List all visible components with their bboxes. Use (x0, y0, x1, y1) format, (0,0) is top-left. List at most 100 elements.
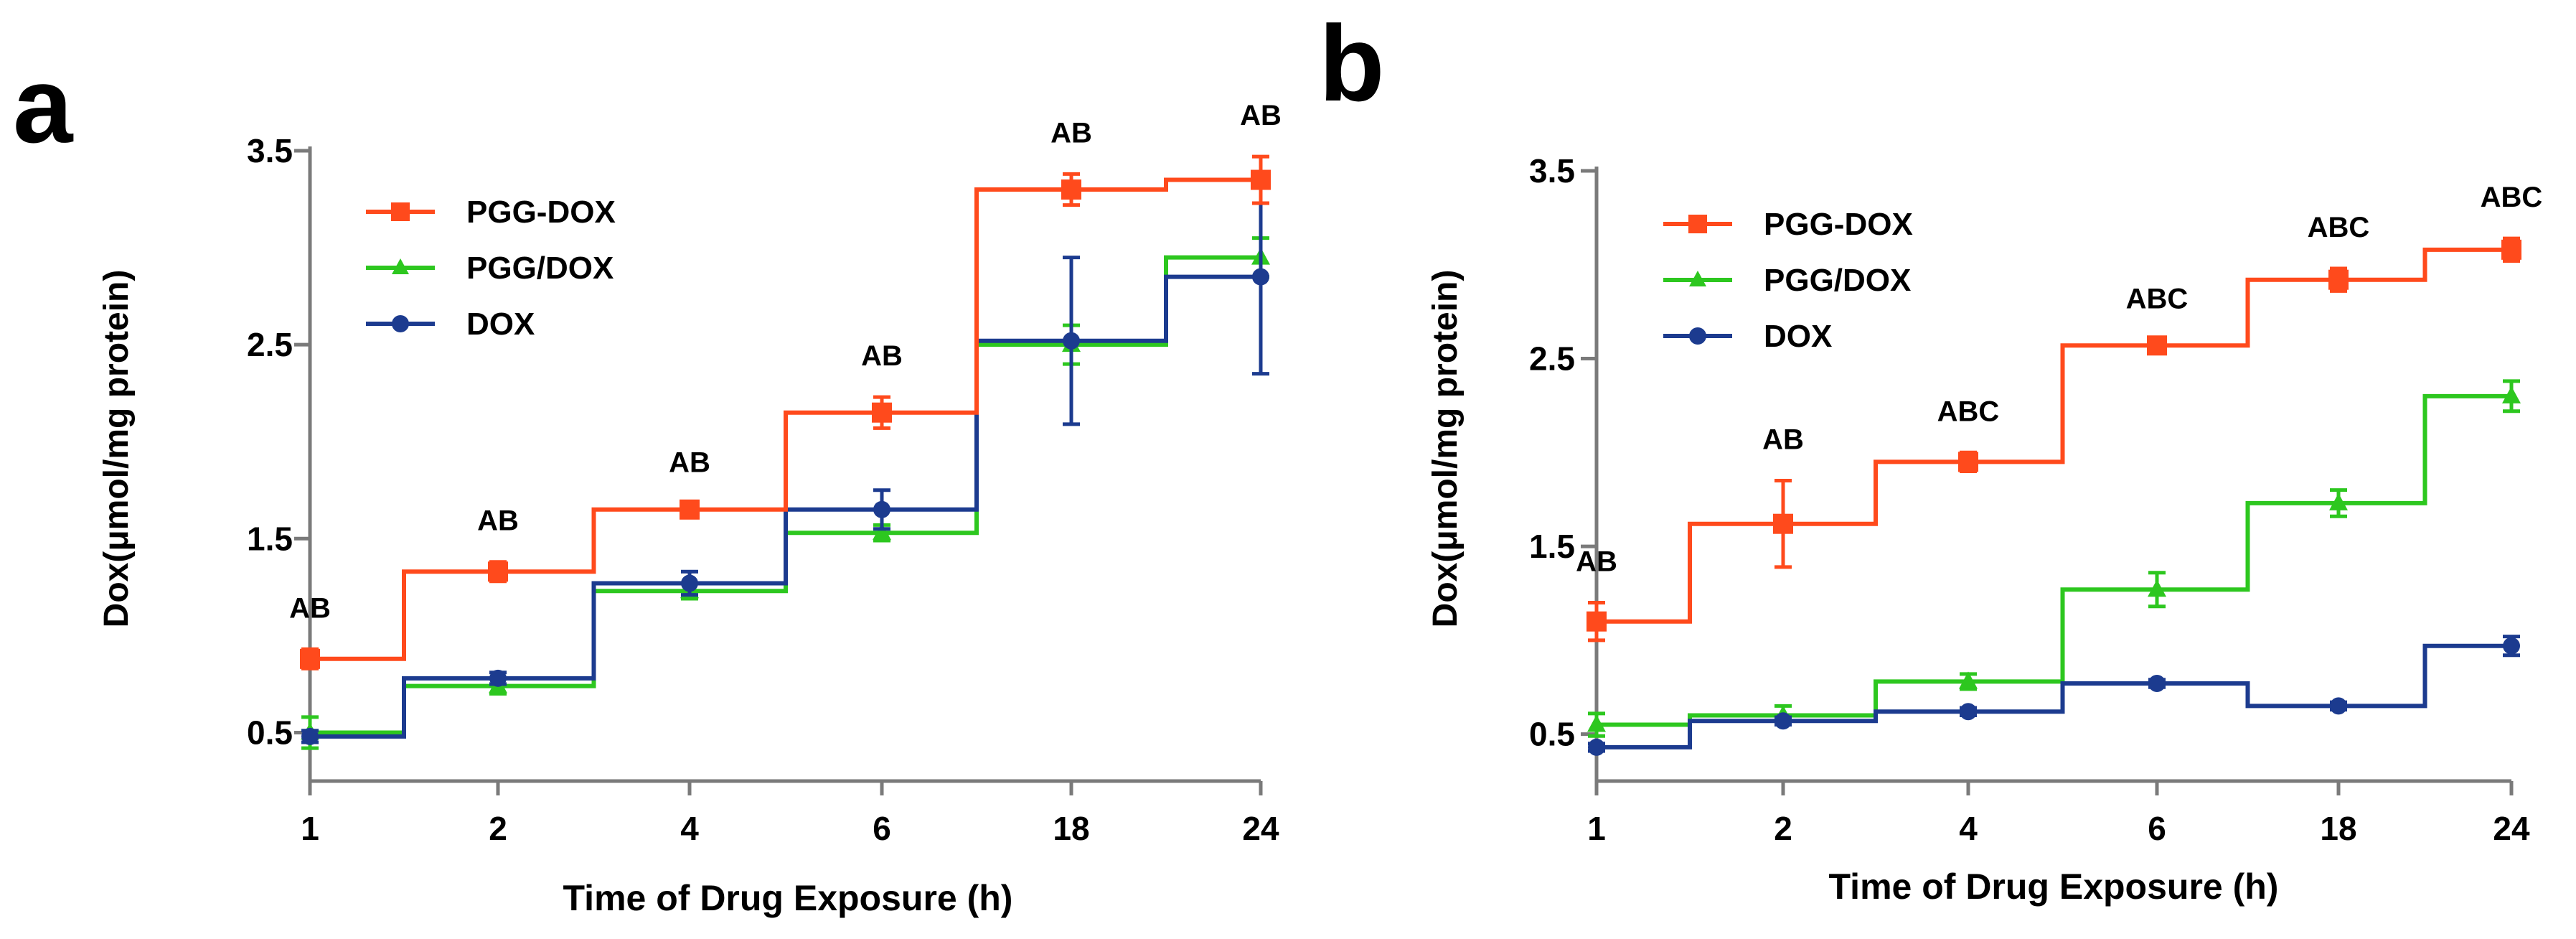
y-tick-label: 3.5 (247, 132, 293, 169)
legend-label: PGG/DOX (1764, 263, 1911, 298)
x-axis-label: Time of Drug Exposure (h) (1829, 866, 2279, 907)
legend-label: DOX (466, 307, 535, 342)
x-tick-label: 2 (489, 810, 507, 847)
legend-item: DOX (1663, 319, 1832, 354)
data-point (1960, 703, 1977, 721)
legend-marker (1689, 327, 1706, 345)
legend-marker (1689, 271, 1706, 286)
data-point (873, 500, 890, 518)
legend-item: PGG/DOX (366, 251, 614, 286)
step-line (310, 177, 1261, 661)
significance-annotation: ABC (1937, 396, 2000, 427)
data-point (2329, 492, 2348, 510)
data-point (2501, 239, 2521, 260)
data-point (1252, 268, 1269, 286)
data-point (872, 402, 892, 423)
x-tick-label: 2 (1774, 810, 1792, 847)
data-point (488, 561, 508, 582)
legend-marker (392, 315, 409, 332)
data-point (489, 669, 507, 687)
x-tick-label: 24 (1242, 810, 1279, 847)
y-tick-label: 0.5 (1529, 716, 1575, 753)
x-tick-label: 4 (1959, 810, 1978, 847)
data-point (2147, 335, 2167, 356)
x-tick-label: 6 (873, 810, 891, 847)
x-tick-label: 18 (1053, 810, 1089, 847)
significance-annotation: ABC (2308, 212, 2370, 243)
y-axis-label: Dox(μmol/mg protein) (98, 270, 136, 628)
step-line (1597, 247, 2511, 624)
significance-annotation: AB (477, 505, 519, 537)
y-tick-label: 1.5 (1529, 528, 1575, 565)
series-pgg-dox (300, 154, 1271, 671)
data-point (2148, 675, 2166, 692)
x-tick-label: 1 (301, 810, 319, 847)
data-point (300, 648, 320, 669)
data-point (1588, 738, 1605, 756)
y-tick-label: 1.5 (247, 520, 293, 557)
series-dox (301, 178, 1269, 745)
significance-annotation: AB (861, 340, 903, 372)
data-point (1251, 169, 1271, 190)
data-point (1063, 332, 1080, 350)
legend-item: PGG/DOX (1663, 263, 1911, 298)
significance-annotation: AB (1762, 424, 1804, 456)
legend-marker (392, 258, 409, 274)
x-axis-label: Time of Drug Exposure (h) (563, 878, 1013, 918)
significance-annotation: ABC (2481, 182, 2543, 213)
series-dox (1588, 635, 2520, 756)
panel-label: a (13, 45, 74, 165)
data-point (2328, 269, 2349, 290)
significance-annotation: AB (669, 447, 710, 479)
data-point (681, 574, 698, 592)
x-tick-label: 24 (2493, 810, 2530, 847)
data-point (1959, 671, 1978, 689)
panel-label: b (1319, 3, 1385, 123)
y-tick-label: 3.5 (1529, 152, 1575, 190)
legend-marker (1688, 215, 1707, 233)
x-tick-label: 6 (2148, 810, 2166, 847)
data-point (1587, 611, 1607, 632)
significance-annotation: AB (289, 592, 331, 624)
x-tick-label: 4 (680, 810, 699, 847)
data-point (1773, 513, 1793, 534)
data-point (1587, 714, 1606, 732)
step-line (1597, 643, 2511, 749)
x-tick-label: 1 (1587, 810, 1606, 847)
x-tick-label: 18 (2320, 810, 2356, 847)
data-point (1061, 179, 1081, 200)
data-point (1958, 452, 1978, 472)
series-pgg-dox (1587, 236, 2521, 643)
data-point (1774, 712, 1792, 730)
data-point (2330, 697, 2347, 715)
data-point (2503, 637, 2520, 655)
legend-label: PGG-DOX (466, 195, 616, 230)
step-line (1597, 393, 2511, 727)
data-point (680, 499, 700, 520)
axes: 0.51.52.53.51 2 4 6 18 24 (1529, 152, 2530, 847)
significance-annotation: AB (1050, 117, 1092, 149)
legend: PGG-DOX PGG/DOX DOX (1663, 207, 1913, 354)
series-pgg-dox (1587, 379, 2521, 738)
data-point (301, 727, 319, 745)
data-point (2502, 386, 2521, 403)
data-point (873, 523, 891, 541)
y-tick-label: 0.5 (247, 714, 293, 751)
significance-annotation: AB (1240, 100, 1282, 131)
step-line (310, 274, 1261, 739)
y-tick-label: 2.5 (247, 326, 293, 363)
legend-label: PGG-DOX (1764, 207, 1913, 242)
data-point (2148, 579, 2166, 597)
legend-item: PGG-DOX (1663, 207, 1913, 242)
legend-label: PGG/DOX (466, 251, 614, 286)
significance-annotation: AB (1576, 546, 1617, 578)
legend-marker (391, 202, 410, 221)
y-axis-label: Dox(μmol/mg protein) (1426, 270, 1465, 628)
legend: PGG-DOX PGG/DOX DOX (366, 195, 616, 342)
legend-item: PGG-DOX (366, 195, 616, 230)
legend-item: DOX (366, 307, 535, 342)
y-tick-label: 2.5 (1529, 340, 1575, 378)
